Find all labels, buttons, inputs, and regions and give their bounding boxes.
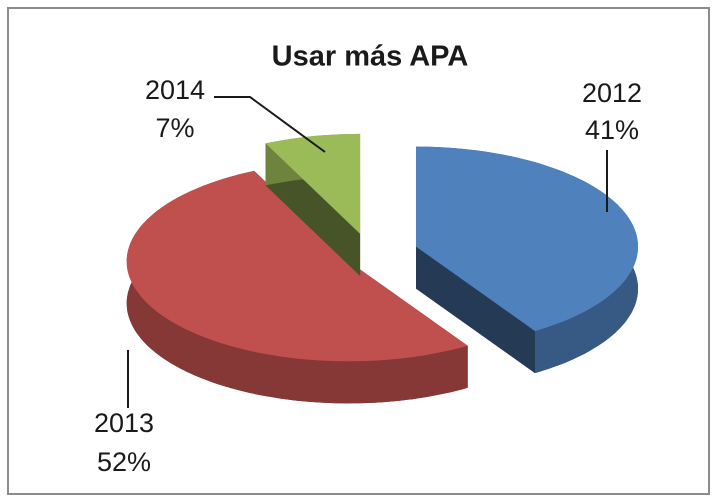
data-label-value: 52%: [97, 447, 151, 477]
slice-top: [126, 170, 468, 362]
slice: [265, 133, 361, 276]
slice-top: [265, 133, 361, 234]
slice-side: [416, 246, 535, 374]
data-label-value: 7%: [155, 113, 194, 143]
slice: [416, 146, 638, 374]
data-label-category: 2013: [94, 408, 154, 438]
slice: [126, 170, 468, 404]
data-label-category: 2012: [582, 78, 642, 108]
chart-title: Usar más APA: [272, 41, 469, 73]
data-label-value: 41%: [585, 115, 639, 145]
slice-top: [416, 146, 638, 332]
slice-rim: [126, 170, 468, 404]
leader-line: [214, 96, 326, 153]
data-label-category: 2014: [145, 75, 205, 105]
